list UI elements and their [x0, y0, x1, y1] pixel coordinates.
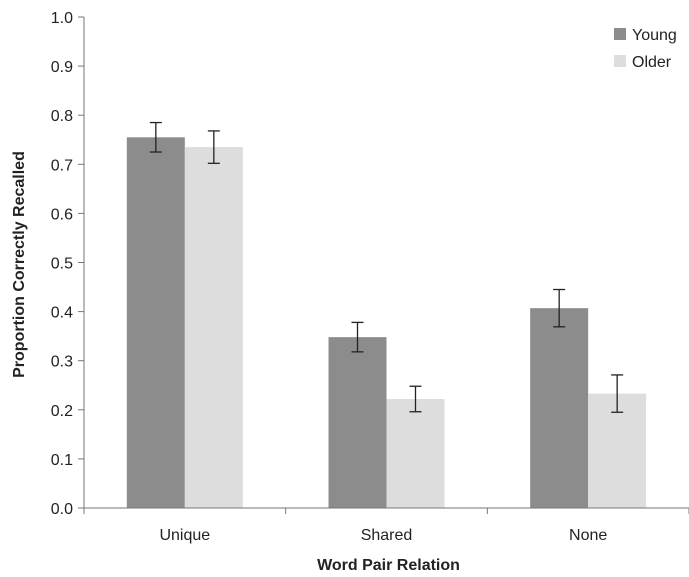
error-bar-older-shared [409, 385, 422, 413]
y-tick-label: 0.1 [51, 452, 73, 469]
legend-swatch-older [614, 55, 626, 67]
x-axis-title: Word Pair Relation [317, 557, 460, 574]
x-axis-ticks: Unique Shared None [83, 508, 689, 544]
bar-older-shared [386, 398, 445, 508]
error-bar-young-shared [351, 321, 364, 353]
x-tick-label-shared: Shared [361, 527, 413, 544]
legend-label-young: Young [632, 27, 677, 44]
y-tick-label: 0.9 [51, 59, 73, 76]
bar-young-shared [328, 337, 387, 508]
y-tick-label: 0.6 [51, 206, 73, 223]
bar-older-unique [184, 147, 243, 509]
y-tick-label: 0.7 [51, 157, 73, 174]
error-bars [149, 121, 624, 413]
error-bar-older-none [611, 374, 624, 413]
y-tick-label: 0.2 [51, 403, 73, 420]
legend-label-older: Older [632, 54, 672, 71]
bars [126, 137, 647, 509]
y-tick-label: 0.3 [51, 354, 73, 371]
y-tick-label: 0.5 [51, 256, 73, 273]
y-tick-label: 0.4 [51, 305, 73, 322]
error-bar-young-unique [149, 121, 162, 153]
bar-young-none [530, 308, 589, 508]
y-tick-label: 0.8 [51, 108, 73, 125]
error-bar-older-unique [207, 130, 220, 164]
y-tick-label: 1.0 [51, 10, 73, 27]
error-bar-young-none [553, 288, 566, 328]
legend-swatch-young [614, 28, 626, 40]
y-tick-label: 0.0 [51, 501, 73, 518]
x-tick-label-unique: Unique [159, 527, 210, 544]
y-axis-title: Proportion Correctly Recalled [11, 151, 28, 378]
legend: Young Older [614, 27, 677, 71]
bar-young-unique [126, 137, 185, 509]
x-tick-label-none: None [569, 527, 607, 544]
y-axis-ticks: 0.0 0.1 0.2 0.3 0.4 0.5 0.6 0.7 0.8 0.9 1.0 [51, 10, 84, 518]
